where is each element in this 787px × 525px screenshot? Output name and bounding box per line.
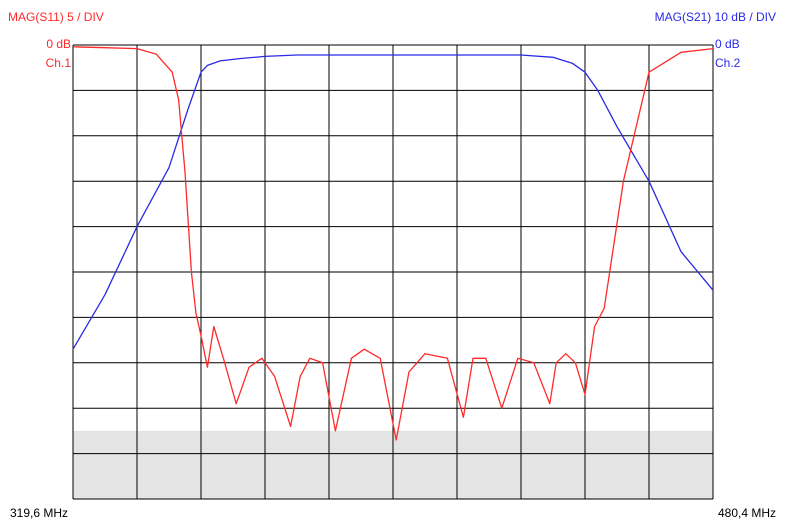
trace-s21 xyxy=(72,54,714,350)
ch2-ref-label: 0 dB xyxy=(715,37,740,51)
ch2-channel-label: Ch.2 xyxy=(715,56,741,70)
traces xyxy=(72,46,714,441)
ch1-ref-label: 0 dB xyxy=(46,37,71,51)
ch1-scale-label: MAG(S11) 5 / DIV xyxy=(8,10,104,24)
trace-s11 xyxy=(72,46,714,441)
x-start-label: 319,6 MHz xyxy=(10,506,68,520)
grid xyxy=(72,44,714,500)
ch2-scale-label: MAG(S21) 10 dB / DIV xyxy=(655,10,776,24)
x-end-label: 480,4 MHz xyxy=(718,506,776,520)
ch1-channel-label: Ch.1 xyxy=(46,56,72,70)
